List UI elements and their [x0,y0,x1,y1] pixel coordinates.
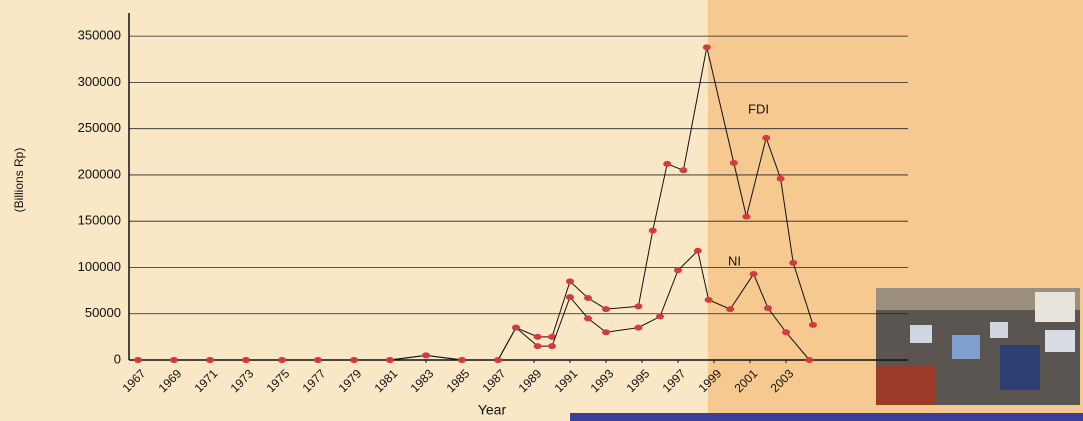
footer-bar [570,413,1083,421]
data-point [726,306,734,312]
data-point [170,357,178,363]
data-point [584,295,592,301]
data-point [789,260,797,266]
data-point [278,357,286,363]
data-point [764,305,772,311]
y-tick-label: 250000 [78,120,121,135]
data-point [674,267,682,273]
y-tick-label: 300000 [78,74,121,89]
data-point [242,357,250,363]
data-point [548,343,556,349]
data-point [805,357,813,363]
data-point [566,294,574,300]
data-point [634,303,642,309]
data-point [566,278,574,284]
data-point [703,44,711,50]
data-point [584,315,592,321]
data-point [386,357,394,363]
y-tick-label: 350000 [78,28,121,43]
data-point [534,334,542,340]
data-point [649,227,657,233]
data-point [206,357,214,363]
data-point [314,357,322,363]
x-axis-label: Year [478,402,507,418]
data-point [663,161,671,167]
data-point [512,325,520,331]
data-point [458,357,466,363]
data-point [694,248,702,254]
data-point [602,329,610,335]
data-point [679,167,687,173]
data-point [134,357,142,363]
data-point [602,306,610,312]
series-label: FDI [748,101,769,116]
page: {"chart_data": {"type": "line", "x_label… [0,0,1083,421]
data-point [782,329,790,335]
data-point [494,357,502,363]
y-tick-label: 50000 [85,305,121,320]
data-point [809,322,817,328]
data-point [730,160,738,166]
data-point [777,176,785,182]
data-point [350,357,358,363]
data-point [634,325,642,331]
photo [876,288,1080,405]
data-point [750,271,758,277]
chart: (Billions Rp) Year FDI NI 0 50000 100000 15… [0,0,1083,421]
series-label: NI [728,253,741,268]
data-point [534,343,542,349]
y-tick-label: 150000 [78,213,121,228]
data-point [705,297,713,303]
y-tick-label: 0 [114,351,121,366]
y-tick-label: 200000 [78,166,121,181]
data-point [742,214,750,220]
y-tick-label: 100000 [78,259,121,274]
data-point [422,352,430,358]
data-point [656,314,664,320]
data-point [762,135,770,141]
y-axis-label: (Billions Rp) [12,148,26,213]
